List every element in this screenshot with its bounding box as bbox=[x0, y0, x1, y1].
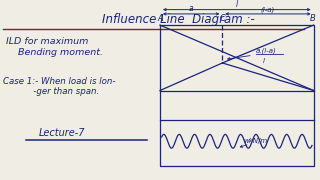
Text: l: l bbox=[236, 0, 238, 9]
Text: l: l bbox=[262, 58, 264, 64]
Text: a.(l-a): a.(l-a) bbox=[256, 47, 277, 53]
Text: ILD for maximum
    Bending moment.: ILD for maximum Bending moment. bbox=[6, 37, 103, 57]
Text: wkN/m: wkN/m bbox=[243, 138, 268, 144]
Text: C: C bbox=[220, 14, 225, 23]
Text: (l-a): (l-a) bbox=[261, 6, 275, 13]
Text: B: B bbox=[310, 14, 316, 23]
Text: Case 1:- When load is lon-
           -ger than span.: Case 1:- When load is lon- -ger than spa… bbox=[3, 77, 116, 96]
Text: Lecture-7: Lecture-7 bbox=[38, 128, 85, 138]
Text: Influence Line  Diagram :-: Influence Line Diagram :- bbox=[102, 14, 255, 26]
Text: A: A bbox=[157, 14, 163, 23]
Text: a: a bbox=[189, 4, 194, 13]
